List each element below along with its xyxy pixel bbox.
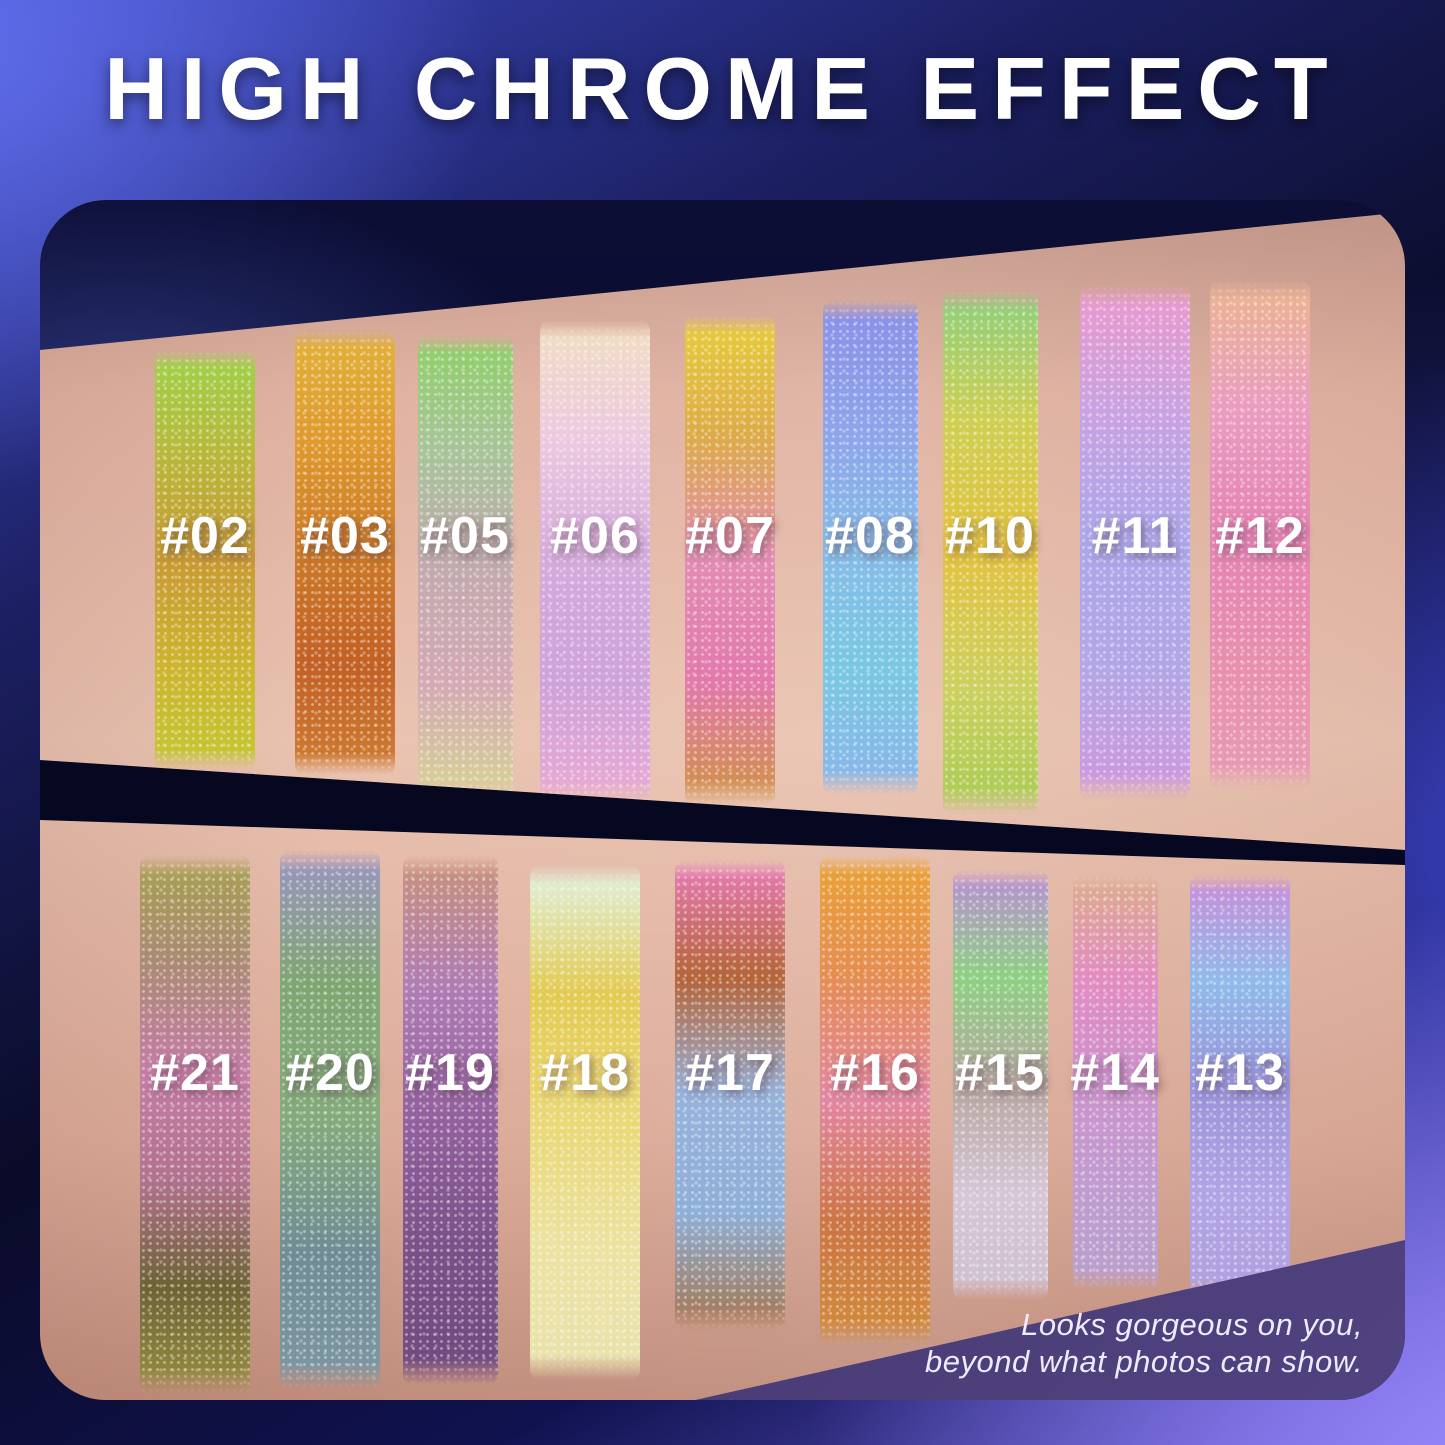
swatch-label-15: #15 [955,1044,1045,1102]
swatch-label-03: #03 [300,507,390,565]
swatch-label-19: #19 [405,1044,495,1102]
swatch-label-12: #12 [1215,507,1305,565]
swatch-label-20: #20 [285,1044,375,1102]
swatch-stripe-21 [140,855,250,1395]
swatch-label-10: #10 [945,507,1035,565]
swatch-stripe-10 [942,290,1038,815]
swatch-stripe-20 [280,850,380,1390]
swatch-label-05: #05 [420,507,510,565]
swatch-label-17: #17 [685,1044,775,1102]
tagline-line-1: Looks gorgeous on you, [1021,1307,1363,1342]
swatch-label-11: #11 [1091,507,1179,565]
swatch-stripe-19 [402,855,498,1385]
swatch-label-07: #07 [685,507,775,565]
swatch-stripe-16 [820,855,930,1345]
swatch-stripe-18 [530,865,640,1380]
swatch-stripe-14 [1072,875,1158,1290]
swatch-stripe-03 [295,330,395,775]
swatch-stripe-11 [1080,285,1190,800]
swatch-stripe-05 [417,335,513,800]
swatch-stripe-12 [1210,280,1310,790]
swatch-stripe-15 [952,870,1048,1300]
swatch-stripe-02 [155,350,255,770]
swatch-label-18: #18 [540,1044,630,1102]
tagline: Looks gorgeous on you, beyond what photo… [925,1306,1363,1380]
swatch-stripe-06 [540,320,650,805]
swatch-label-21: #21 [150,1044,240,1102]
headline: HIGH CHROME EFFECT [104,39,1341,138]
swatch-stripe-13 [1190,875,1290,1300]
swatch-stripe-07 [685,315,775,805]
tagline-line-2: beyond what photos can show. [925,1344,1363,1379]
swatch-label-14: #14 [1070,1044,1160,1102]
swatch-label-08: #08 [825,507,915,565]
swatch-label-02: #02 [160,507,250,565]
swatch-label-06: #06 [550,507,640,565]
swatch-photo-panel: #02 #03 #05 #06 #07 #08 #10 #11 #12 #21 #20 #19 #18… [40,200,1405,1400]
swatch-stripe-17 [675,860,785,1330]
swatch-label-16: #16 [830,1044,920,1102]
swatch-stripe-08 [822,300,918,795]
swatch-label-13: #13 [1195,1044,1285,1102]
